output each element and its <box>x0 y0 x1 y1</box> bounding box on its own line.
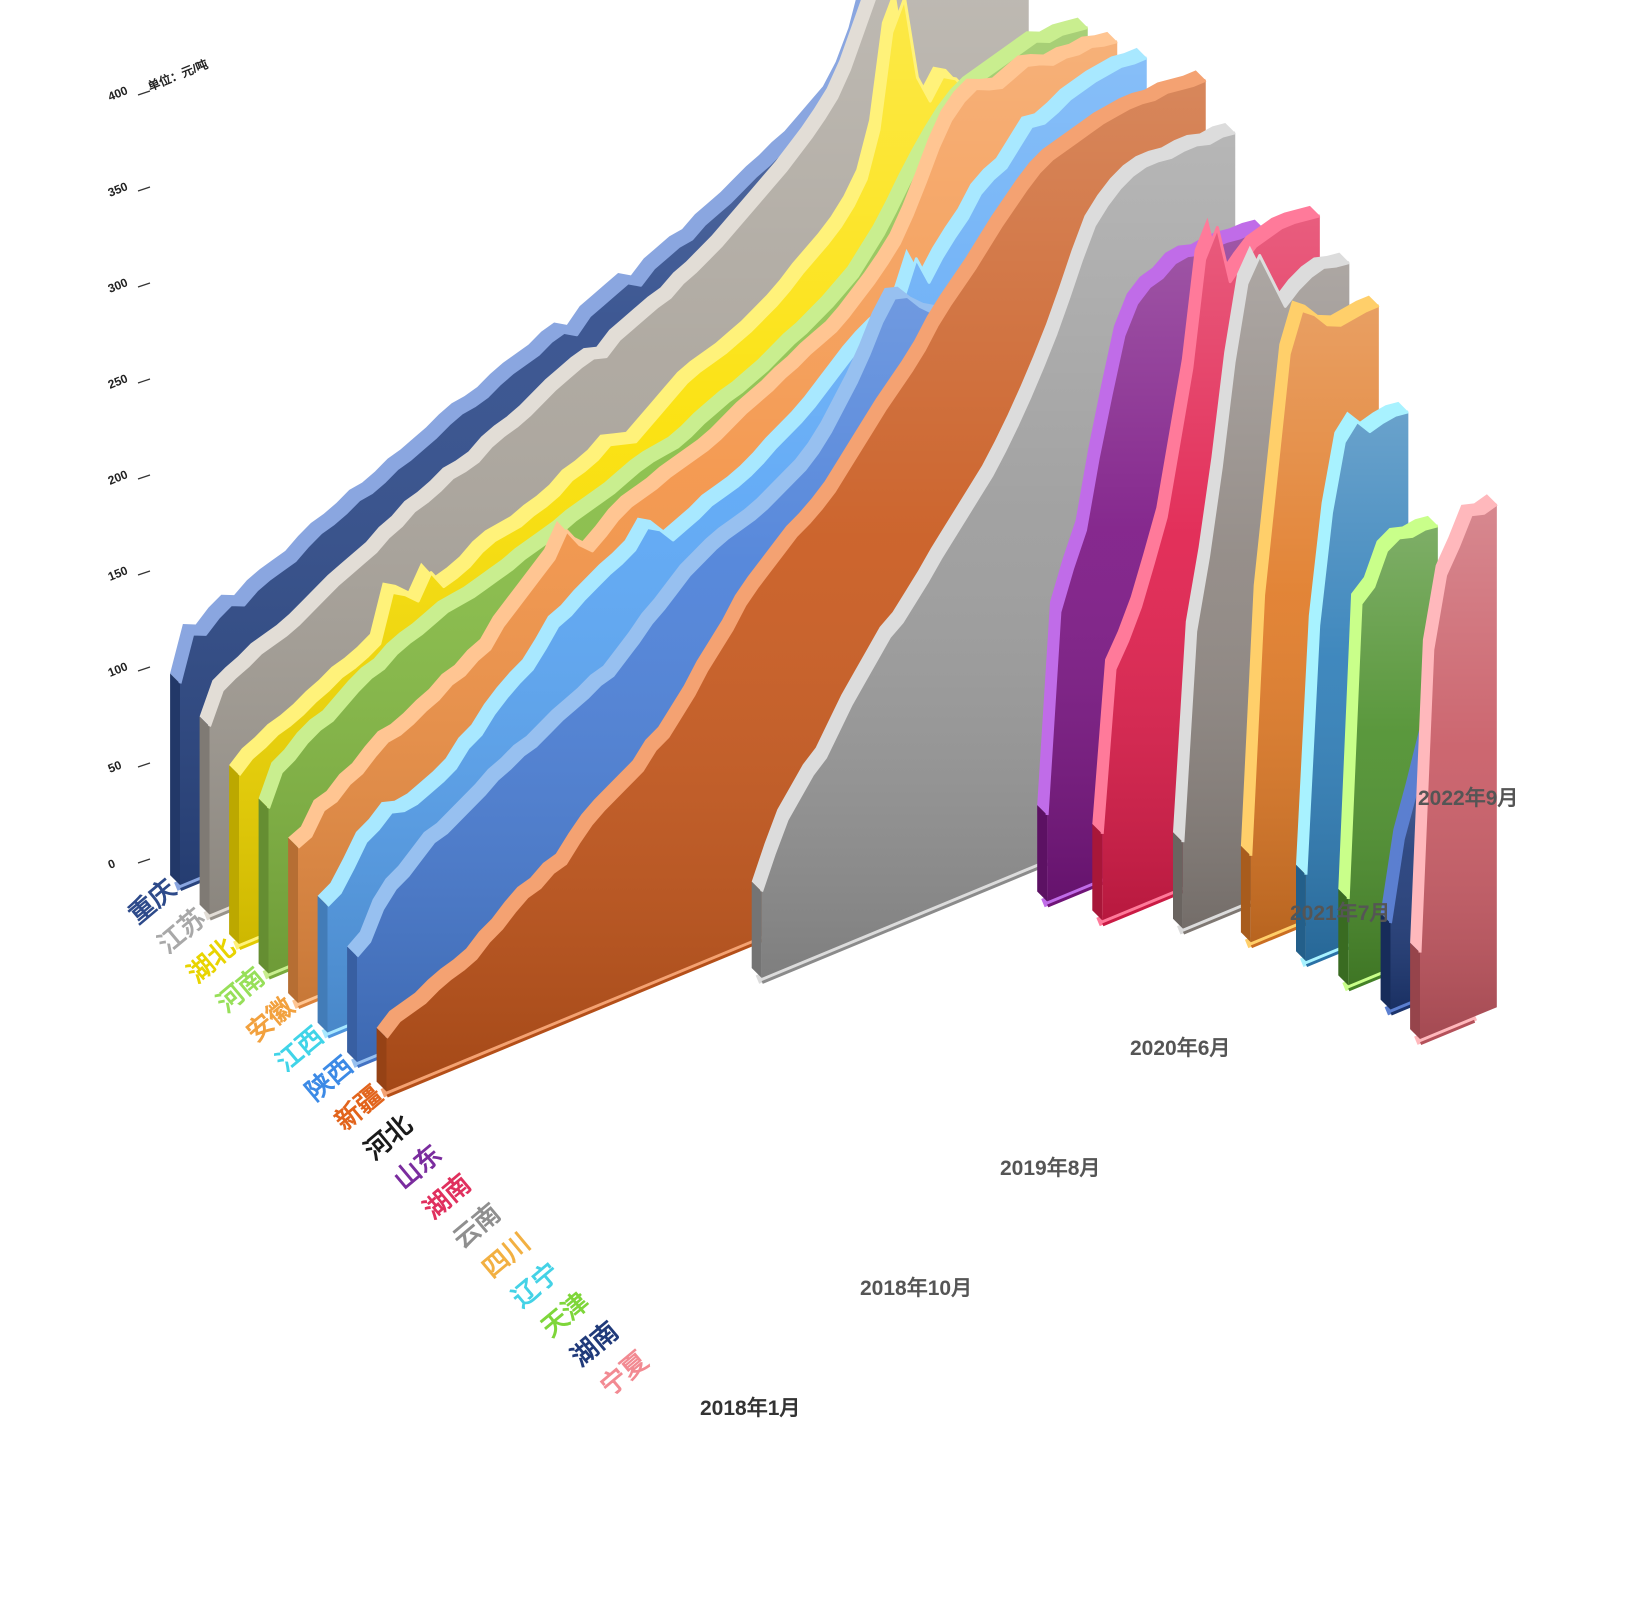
series-baseline-shadow <box>1420 1019 1476 1045</box>
ribbon-layer <box>170 0 1498 1098</box>
y-tick-label: 150 <box>106 563 130 584</box>
series-line <box>1304 410 1409 875</box>
x-tick-label: 2022年9月 <box>1418 786 1518 810</box>
x-tick-label: 2021年7月 <box>1290 901 1390 925</box>
series-line <box>297 40 1118 849</box>
series-line <box>760 131 1236 892</box>
y-tick-mark <box>137 378 151 384</box>
y-tick-mark <box>137 666 151 672</box>
ribbon-ridge <box>1240 295 1379 856</box>
ribbon-side <box>199 716 210 915</box>
ribbon-side <box>317 895 328 1033</box>
ribbon-side <box>751 881 762 978</box>
series-line <box>326 56 1148 907</box>
y-tick-mark <box>137 858 151 864</box>
ribbon-ridge <box>1410 494 1497 953</box>
series-line <box>208 0 876 727</box>
y-tick-label: 50 <box>106 758 124 776</box>
x-tick-label: 2019年8月 <box>1000 1156 1100 1180</box>
x-tick-label: 2018年10月 <box>860 1276 972 1300</box>
series-line <box>1346 524 1439 899</box>
ribbon-ridge <box>258 17 1088 809</box>
ribbon-ridge <box>1338 515 1438 899</box>
ribbon-face-shading <box>386 80 1206 1092</box>
unit-label: 单位：元/吨 <box>146 56 210 94</box>
ribbon-side <box>1092 824 1103 921</box>
ribbon-side <box>347 946 357 1062</box>
y-tick-mark <box>137 570 151 576</box>
ribbon-ridge <box>288 31 1118 848</box>
ribbon-side <box>1240 845 1251 943</box>
y-tick-label: 250 <box>106 371 130 392</box>
ribbon-ridge <box>1296 401 1409 875</box>
y-tick-label: 0 <box>106 856 118 872</box>
ribbon-side <box>1380 913 1391 1010</box>
series-line <box>1100 214 1321 835</box>
ribbon-side <box>229 765 239 944</box>
ribbon-side <box>288 837 298 1003</box>
ribbon-side <box>1173 832 1183 929</box>
series-line <box>1249 304 1380 856</box>
x-tick-label: 2018年1月 <box>700 1396 800 1420</box>
ribbon-face-shading <box>1420 504 1497 1039</box>
series-line <box>1045 228 1266 816</box>
series-line <box>1418 502 1498 953</box>
series-line <box>1181 254 1350 843</box>
ribbon-side <box>1338 889 1349 986</box>
ribbon-ridge <box>229 0 1059 776</box>
y-tick-mark <box>137 186 151 192</box>
y-tick-label: 200 <box>106 467 130 488</box>
ribbon-ridge <box>1037 219 1265 815</box>
y-tick-label: 350 <box>106 179 130 200</box>
series-ribbon <box>1410 494 1498 1045</box>
y-tick-label: 100 <box>106 659 130 680</box>
ribbon-side <box>1296 864 1306 962</box>
x-tick-label: 2020年6月 <box>1130 1036 1230 1060</box>
y-tick-label: 300 <box>106 275 130 296</box>
y-tick-label: 400 <box>106 83 130 104</box>
ribbon-side <box>170 673 180 885</box>
y-tick-mark <box>137 282 151 288</box>
ribbon-side <box>258 798 269 974</box>
y-tick-mark <box>137 762 151 768</box>
ribbon-ridge <box>1173 245 1350 843</box>
date-labels: 2018年1月 2018年10月 2019年8月 2020年6月 2021年7月 2022… <box>700 786 1518 1420</box>
series-line <box>385 78 1207 1039</box>
series-line <box>237 0 1059 776</box>
ribbon-ridge <box>199 0 875 727</box>
y-tick-mark <box>137 474 151 480</box>
y-tick-mark <box>137 90 151 96</box>
ribbon-side <box>376 1027 387 1092</box>
ribbon-side <box>1410 942 1420 1039</box>
ribbon-side <box>1037 805 1048 902</box>
